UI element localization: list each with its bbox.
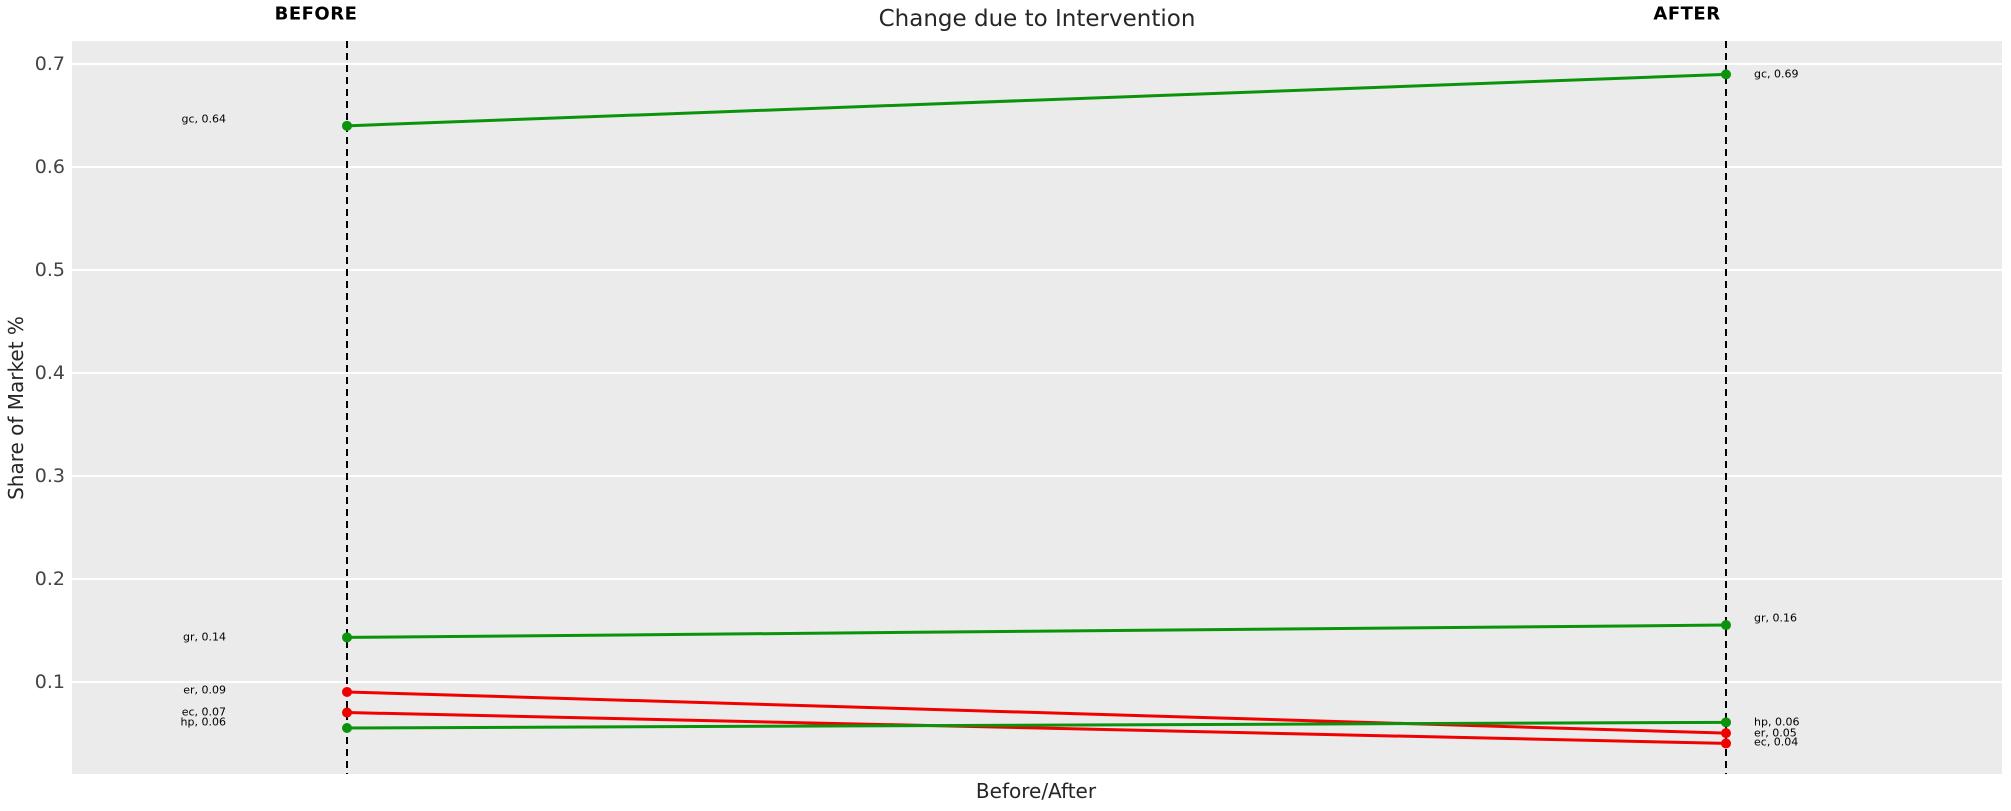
point-label-hp-left: hp, 0.06 xyxy=(180,715,226,729)
chart-title: Change due to Intervention xyxy=(878,6,1196,32)
data-point-gc-before xyxy=(342,120,352,131)
point-label-er-right: er, 0.05 xyxy=(1754,726,1797,740)
data-point-er-after xyxy=(1721,728,1731,739)
gridline-y-0.6 xyxy=(72,165,2002,168)
point-label-gr-right: gr, 0.16 xyxy=(1754,611,1797,625)
y-tick-label: 0.5 xyxy=(34,258,65,281)
slope-line-gr xyxy=(346,623,1727,639)
point-label-ec-right: ec, 0.04 xyxy=(1754,735,1799,749)
slope-series-canvas xyxy=(342,69,1731,749)
slope-line-ec xyxy=(346,711,1727,745)
y-tick-label: 0.3 xyxy=(34,464,65,487)
slope-line-hp xyxy=(346,720,1727,730)
gridline-y-0.3 xyxy=(72,474,2002,477)
point-label-gr-left: gr, 0.14 xyxy=(183,630,226,644)
before-column-label: BEFORE xyxy=(274,3,358,25)
point-label-gc-right: gc, 0.69 xyxy=(1754,67,1799,81)
y-tick-label: 0.2 xyxy=(34,567,65,590)
data-point-hp-after xyxy=(1721,717,1731,728)
slope-line-er xyxy=(346,690,1727,735)
y-axis-title: Share of Market % xyxy=(4,316,28,500)
before-guide-line xyxy=(346,41,348,774)
data-point-gr-before xyxy=(342,632,352,643)
x-axis-title: Before/After xyxy=(975,779,1097,803)
y-tick-label: 0.1 xyxy=(34,670,65,693)
data-point-ec-after xyxy=(1721,738,1731,749)
y-tick-label: 0.6 xyxy=(34,155,65,178)
gridline-y-0.2 xyxy=(72,577,2002,580)
point-label-er-left: er, 0.09 xyxy=(183,683,226,697)
point-label-hp-right: hp, 0.06 xyxy=(1754,715,1800,729)
y-tick-label: 0.7 xyxy=(34,53,65,76)
point-label-gc-left: gc, 0.64 xyxy=(181,112,226,126)
slope-line-gc xyxy=(346,72,1727,128)
data-point-er-before xyxy=(342,686,352,697)
gridline-y-0.5 xyxy=(72,268,2002,271)
data-point-hp-before xyxy=(342,722,352,733)
data-point-ec-before xyxy=(342,707,352,718)
gridline-y-0.4 xyxy=(72,371,2002,374)
after-guide-line xyxy=(1725,41,1727,774)
gridline-y-0.1 xyxy=(72,680,2002,683)
after-column-label: AFTER xyxy=(1653,3,1721,25)
data-point-gc-after xyxy=(1721,69,1731,80)
y-tick-label: 0.4 xyxy=(34,361,65,384)
plot-area xyxy=(72,41,2002,774)
gridline-y-0.7 xyxy=(72,63,2002,66)
point-label-ec-left: ec, 0.07 xyxy=(181,705,226,719)
data-point-gr-after xyxy=(1721,620,1731,631)
